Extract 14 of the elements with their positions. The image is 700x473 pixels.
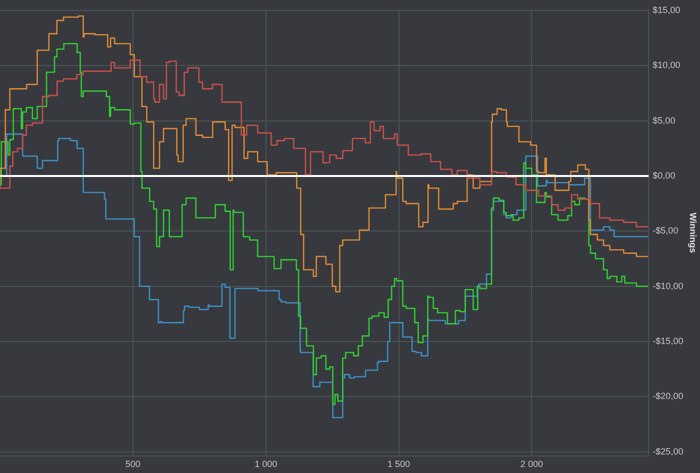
- y-axis-title: Winnings: [688, 212, 698, 254]
- x-tick-label: 1 000: [254, 459, 278, 470]
- y-tick-label: $10,00: [652, 60, 680, 70]
- y-tick-label: -$10,00: [652, 280, 684, 291]
- x-tick-label: 1 500: [388, 459, 410, 470]
- y-tick-label: -$25,00: [652, 446, 684, 456]
- y-tick-label: -$5,00: [652, 226, 678, 236]
- y-tick-label: $0,00: [652, 170, 676, 180]
- y-tick-label: $15,00: [652, 4, 680, 15]
- y-tick-label: $5,00: [652, 115, 676, 126]
- x-tick-label: 2 000: [520, 459, 543, 470]
- y-tick-label: -$15,00: [652, 336, 684, 346]
- y-tick-label: -$20,00: [652, 391, 684, 402]
- x-tick-label: 500: [125, 459, 140, 470]
